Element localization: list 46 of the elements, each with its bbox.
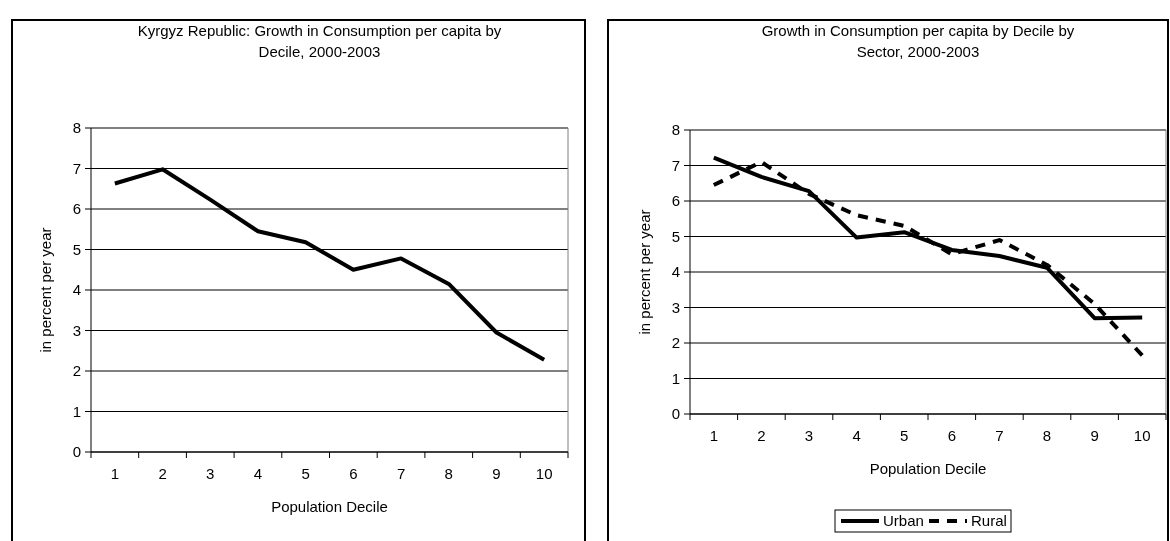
y-tick-label: 1 xyxy=(72,402,81,420)
legend-label: Rural xyxy=(971,512,1007,529)
x-tick-label: 5 xyxy=(301,465,310,482)
y-axis-title: in percent per year xyxy=(37,227,54,353)
y-tick-label: 7 xyxy=(671,156,680,174)
x-tick-label: 6 xyxy=(947,427,956,444)
y-axis-title: in percent per year xyxy=(636,209,653,335)
chart-title: Kyrgyz Republic: Growth in Consumption per capita by Decile, 2000-2003 xyxy=(137,22,502,60)
chart-title: Growth in Consumption per capita by Decile by Sector, 2000-2003 xyxy=(761,22,1075,60)
y-tick-label: 8 xyxy=(72,119,81,136)
y-tick-label: 4 xyxy=(72,281,81,298)
x-tick-label: 2 xyxy=(158,465,167,482)
x-tick-label: 10 xyxy=(1133,427,1151,444)
x-tick-label: 10 xyxy=(535,465,553,482)
x-tick-label: 8 xyxy=(1042,427,1052,444)
x-tick-label: 5 xyxy=(900,427,909,444)
y-tick-label: 1 xyxy=(671,369,680,387)
y-tick-label: 4 xyxy=(671,263,680,280)
y-tick-label: 5 xyxy=(671,227,680,245)
x-tick-label: 7 xyxy=(995,427,1004,444)
legend-label: Urban xyxy=(883,512,924,529)
x-tick-label: 9 xyxy=(492,465,501,482)
x-tick-label: 3 xyxy=(206,465,215,482)
x-tick-label: 4 xyxy=(253,465,263,482)
y-tick-label: 2 xyxy=(72,362,81,379)
x-tick-label: 1 xyxy=(110,465,120,482)
x-tick-label: 4 xyxy=(852,427,861,444)
y-tick-label: 6 xyxy=(671,192,680,209)
y-tick-label: 2 xyxy=(671,334,680,351)
y-tick-label: 0 xyxy=(671,405,680,422)
y-tick-label: 8 xyxy=(671,121,680,138)
y-tick-label: 5 xyxy=(72,240,81,258)
y-tick-label: 7 xyxy=(72,159,81,177)
x-tick-label: 8 xyxy=(444,465,453,482)
y-tick-label: 0 xyxy=(72,443,81,460)
x-axis-title: Population Decile xyxy=(271,498,388,515)
y-tick-label: 3 xyxy=(72,321,81,339)
x-tick-label: 7 xyxy=(396,465,406,482)
x-tick-label: 2 xyxy=(757,427,766,444)
x-tick-label: 1 xyxy=(709,427,718,444)
y-tick-label: 3 xyxy=(671,298,680,316)
x-tick-label: 6 xyxy=(349,465,358,482)
x-tick-label: 9 xyxy=(1090,427,1099,444)
x-tick-label: 3 xyxy=(804,427,814,444)
y-tick-label: 6 xyxy=(72,200,81,217)
x-axis-title: Population Decile xyxy=(869,460,987,477)
